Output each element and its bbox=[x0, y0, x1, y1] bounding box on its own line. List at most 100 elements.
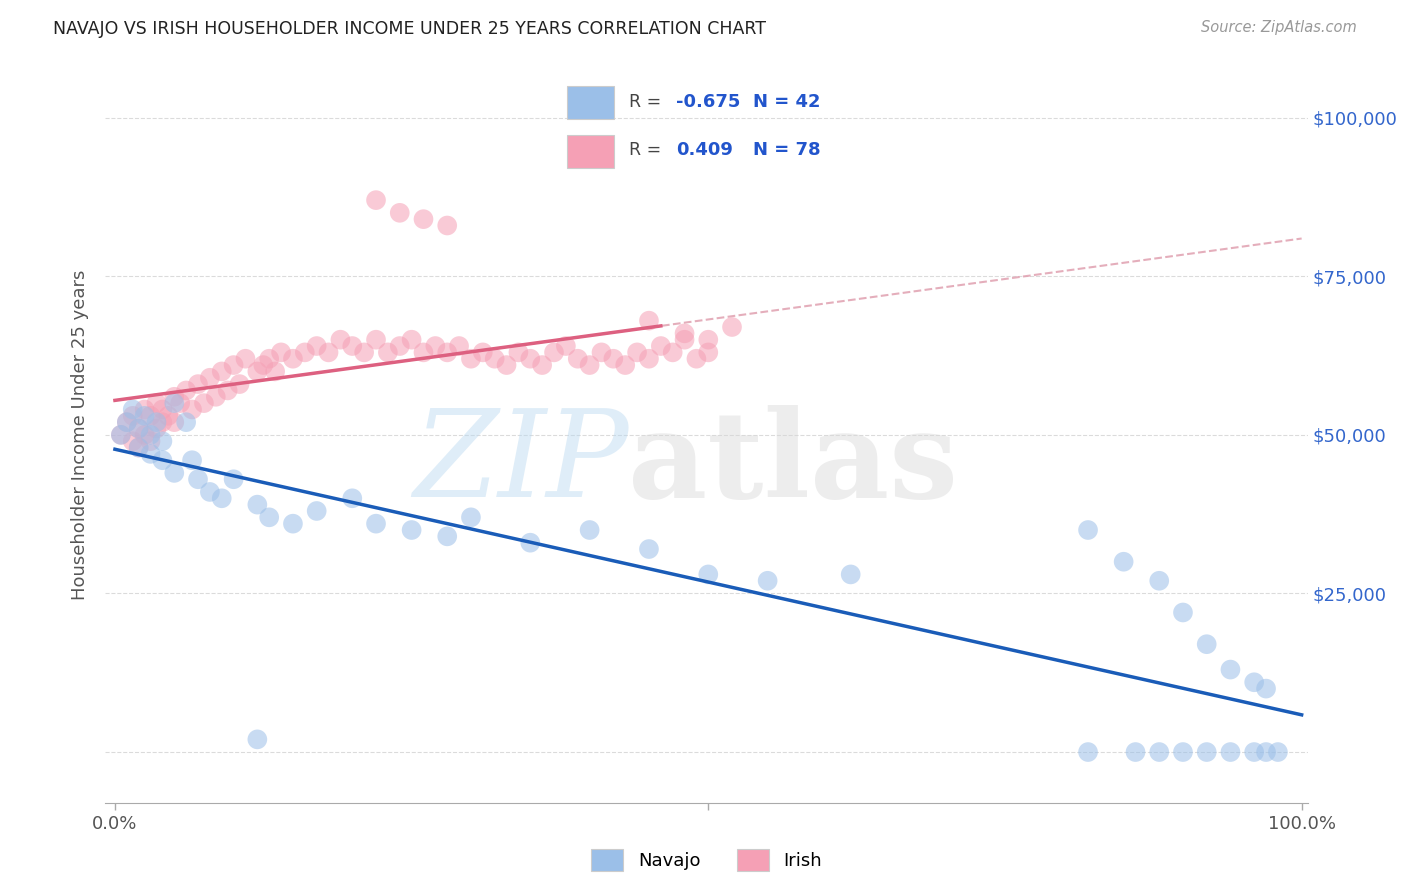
Point bbox=[181, 402, 204, 417]
Point bbox=[252, 358, 274, 372]
Point bbox=[638, 313, 661, 327]
Point bbox=[121, 402, 143, 417]
Point bbox=[697, 333, 720, 347]
Point bbox=[342, 491, 364, 506]
Legend: Navajo, Irish: Navajo, Irish bbox=[583, 842, 830, 879]
Point bbox=[128, 441, 150, 455]
Text: atlas: atlas bbox=[628, 405, 959, 524]
Point bbox=[1171, 606, 1194, 620]
Point bbox=[257, 351, 280, 366]
FancyBboxPatch shape bbox=[567, 136, 614, 168]
Point bbox=[128, 441, 150, 455]
Point bbox=[543, 345, 565, 359]
Point bbox=[1195, 745, 1218, 759]
Point bbox=[152, 402, 174, 417]
Point bbox=[377, 345, 399, 359]
Point bbox=[1267, 745, 1289, 759]
Point bbox=[217, 384, 239, 398]
Point bbox=[661, 345, 683, 359]
Point bbox=[222, 358, 245, 372]
Point bbox=[181, 453, 204, 467]
Point bbox=[235, 351, 257, 366]
Point bbox=[673, 333, 696, 347]
Point bbox=[198, 485, 221, 500]
Point bbox=[1219, 745, 1241, 759]
Text: -0.675: -0.675 bbox=[676, 93, 741, 111]
Y-axis label: Householder Income Under 25 years: Householder Income Under 25 years bbox=[72, 269, 90, 600]
Point bbox=[115, 415, 138, 429]
Point bbox=[128, 421, 150, 435]
Point bbox=[401, 523, 423, 537]
Point bbox=[449, 339, 471, 353]
Point bbox=[1077, 745, 1099, 759]
Point bbox=[174, 384, 197, 398]
Point bbox=[1243, 745, 1265, 759]
Point bbox=[152, 453, 174, 467]
Point bbox=[364, 516, 387, 531]
Point bbox=[115, 415, 138, 429]
Text: N = 42: N = 42 bbox=[754, 93, 821, 111]
Point bbox=[484, 351, 506, 366]
Point bbox=[187, 377, 209, 392]
Point bbox=[1077, 523, 1099, 537]
Point bbox=[139, 447, 162, 461]
Point bbox=[531, 358, 554, 372]
Point bbox=[246, 732, 269, 747]
Point bbox=[121, 434, 143, 449]
Point bbox=[673, 326, 696, 341]
Point bbox=[152, 434, 174, 449]
Point bbox=[174, 415, 197, 429]
Point bbox=[756, 574, 779, 588]
Point bbox=[193, 396, 215, 410]
Point bbox=[110, 428, 132, 442]
Point bbox=[425, 339, 447, 353]
Point bbox=[157, 409, 180, 423]
Point bbox=[145, 396, 167, 410]
Point bbox=[246, 364, 269, 378]
Point bbox=[436, 529, 458, 543]
Point bbox=[1147, 745, 1170, 759]
Text: N = 78: N = 78 bbox=[754, 141, 821, 159]
Point bbox=[567, 351, 589, 366]
Point bbox=[228, 377, 250, 392]
Point bbox=[128, 421, 150, 435]
Point bbox=[163, 390, 186, 404]
Point bbox=[614, 358, 637, 372]
Point bbox=[1219, 663, 1241, 677]
Point bbox=[495, 358, 517, 372]
Text: R =: R = bbox=[630, 93, 661, 111]
Point bbox=[364, 193, 387, 207]
Point bbox=[1243, 675, 1265, 690]
Point bbox=[388, 206, 411, 220]
Point bbox=[264, 364, 287, 378]
Point bbox=[353, 345, 375, 359]
Point bbox=[152, 415, 174, 429]
Point bbox=[1254, 745, 1277, 759]
Point bbox=[163, 466, 186, 480]
Point bbox=[1195, 637, 1218, 651]
Point bbox=[460, 351, 482, 366]
Point bbox=[508, 345, 530, 359]
Point bbox=[342, 339, 364, 353]
Point bbox=[554, 339, 576, 353]
Point bbox=[270, 345, 292, 359]
Point bbox=[1125, 745, 1147, 759]
Point bbox=[187, 472, 209, 486]
Point bbox=[602, 351, 624, 366]
Point bbox=[281, 351, 304, 366]
Point bbox=[281, 516, 304, 531]
Text: ZIP: ZIP bbox=[413, 406, 628, 523]
Point bbox=[650, 339, 672, 353]
Point bbox=[169, 396, 191, 410]
Point bbox=[1254, 681, 1277, 696]
Point bbox=[145, 415, 167, 429]
Point bbox=[364, 333, 387, 347]
Point bbox=[519, 351, 541, 366]
Point bbox=[578, 523, 600, 537]
Point bbox=[1171, 745, 1194, 759]
Point bbox=[121, 409, 143, 423]
Point bbox=[436, 345, 458, 359]
Point bbox=[134, 402, 156, 417]
Point bbox=[412, 345, 434, 359]
Point bbox=[412, 212, 434, 227]
